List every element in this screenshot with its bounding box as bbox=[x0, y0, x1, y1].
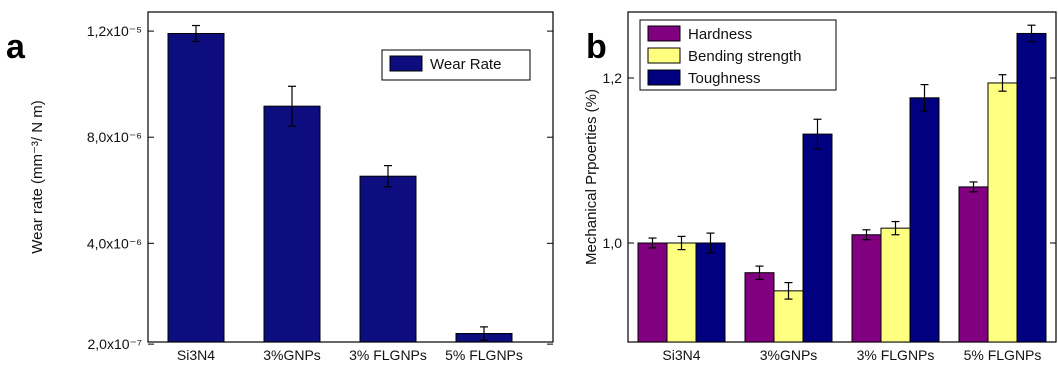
y-tick-label: 4,0x10⁻⁶ bbox=[87, 235, 142, 251]
x-tick-label: Si3N4 bbox=[177, 347, 215, 363]
y-axis-title: Mechanical Prpoerties (%) bbox=[583, 89, 600, 265]
bar bbox=[744, 272, 775, 343]
bar bbox=[666, 242, 697, 343]
x-tick-label: 3%GNPs bbox=[760, 347, 818, 363]
bar bbox=[359, 175, 417, 343]
y-tick-label: 2,0x10⁻⁷ bbox=[88, 336, 143, 352]
legend-label: Wear Rate bbox=[430, 56, 501, 73]
x-tick-label: 3% FLGNPs bbox=[349, 347, 427, 363]
x-tick-label: 3% FLGNPs bbox=[857, 347, 935, 363]
y-axis-title: Wear rate (mm⁻³/ N m) bbox=[29, 100, 46, 253]
legend-swatch bbox=[389, 55, 423, 72]
y-tick-label: 1,0 bbox=[603, 235, 623, 251]
wear-rate-chart: 1,2x10⁻⁵ 8,0x10⁻⁶ 4,0x10⁻⁶ 2,0x10⁻⁷ Si3N4 3%G… bbox=[29, 11, 554, 363]
bar bbox=[1016, 32, 1047, 343]
y-tick-label: 1,2 bbox=[603, 70, 623, 86]
bar bbox=[851, 234, 882, 343]
bar bbox=[695, 242, 726, 343]
x-tick-label: 3%GNPs bbox=[263, 347, 321, 363]
x-tick-label: Si3N4 bbox=[662, 347, 700, 363]
plot-frame bbox=[627, 11, 1057, 343]
bar bbox=[263, 105, 321, 343]
legend-label: Bending strength bbox=[688, 48, 801, 65]
bar bbox=[802, 133, 833, 343]
mechanical-properties-chart: 1,0 1,2 Si3N4 3%GNPs 3% FLGNPs 5% FLGNPs Mecha… bbox=[583, 11, 1057, 363]
bar bbox=[909, 97, 940, 343]
plot-frame bbox=[147, 11, 554, 343]
bar bbox=[958, 186, 989, 343]
bar bbox=[880, 227, 911, 343]
panel-label-b: b bbox=[586, 28, 607, 66]
legend-label: Hardness bbox=[688, 26, 752, 43]
bar bbox=[987, 82, 1018, 343]
bar bbox=[167, 32, 225, 343]
bar bbox=[637, 242, 668, 343]
x-tick-label: 5% FLGNPs bbox=[445, 347, 523, 363]
y-tick-label: 1,2x10⁻⁵ bbox=[87, 23, 142, 39]
y-tick-label: 8,0x10⁻⁶ bbox=[87, 129, 142, 145]
panel-label-a: a bbox=[6, 28, 26, 66]
legend-swatch bbox=[647, 69, 681, 86]
legend-label: Toughness bbox=[688, 70, 761, 87]
legend-swatch bbox=[647, 25, 681, 42]
legend-swatch bbox=[647, 47, 681, 64]
x-tick-label: 5% FLGNPs bbox=[964, 347, 1042, 363]
